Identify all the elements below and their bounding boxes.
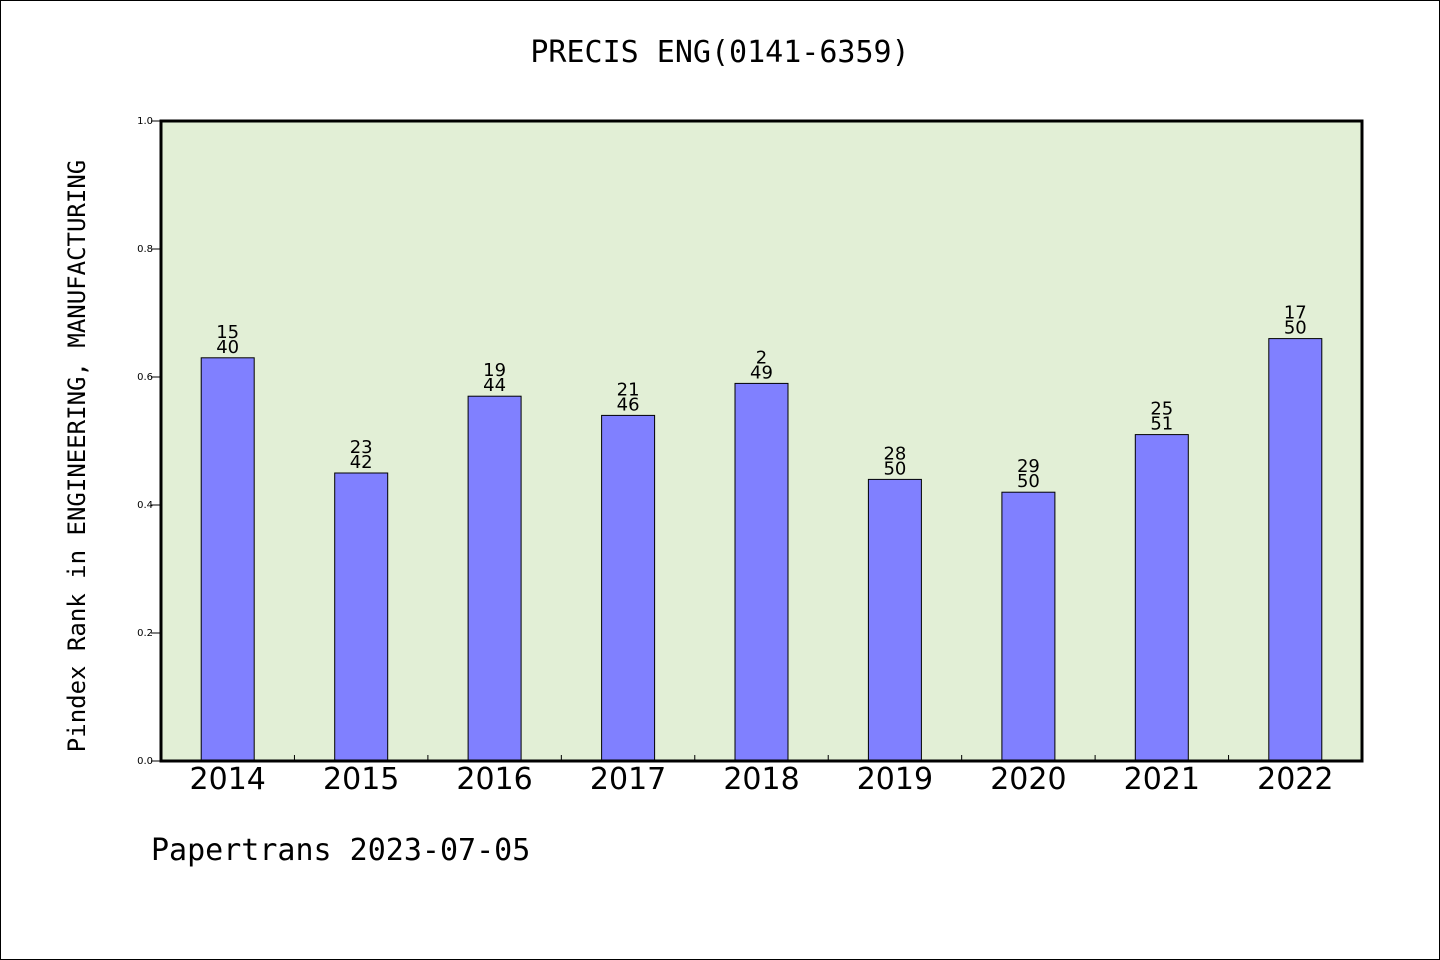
bar-rank-label: 2 bbox=[756, 347, 767, 368]
x-tick-label: 2014 bbox=[190, 762, 266, 797]
bar-rank-label: 28 bbox=[883, 443, 906, 464]
bar-rank-label: 21 bbox=[617, 379, 640, 400]
bar bbox=[334, 472, 389, 762]
bar bbox=[1001, 491, 1056, 762]
bar-rank-label: 15 bbox=[216, 322, 239, 343]
x-tick-label: 2017 bbox=[590, 762, 666, 797]
bar bbox=[867, 478, 922, 762]
bar-total-label: 50 bbox=[883, 458, 906, 479]
bar-total-label: 49 bbox=[750, 362, 773, 383]
plot-border bbox=[159, 119, 1364, 763]
x-tick-label: 2018 bbox=[723, 762, 799, 797]
bar-rank-label: 29 bbox=[1017, 456, 1040, 477]
y-tick-label: 0.0 bbox=[137, 756, 153, 767]
chart-title: PRECIS ENG(0141-6359) bbox=[530, 35, 910, 70]
y-tick-label: 0.6 bbox=[137, 372, 153, 383]
x-tick-label: 2016 bbox=[456, 762, 532, 797]
bar-total-label: 50 bbox=[1284, 318, 1307, 339]
bar-total-label: 50 bbox=[1017, 471, 1040, 492]
bar bbox=[601, 414, 656, 762]
bar bbox=[734, 382, 789, 762]
bar-total-label: 40 bbox=[216, 337, 239, 358]
x-tick-label: 2015 bbox=[323, 762, 399, 797]
y-axis-title: Pindex Rank in ENGINEERING, MANUFACTURIN… bbox=[63, 160, 91, 752]
y-tick-label: 0.2 bbox=[137, 628, 153, 639]
bar-total-label: 42 bbox=[350, 452, 373, 473]
x-tick-label: 2021 bbox=[1124, 762, 1200, 797]
bar-rank-label: 17 bbox=[1284, 303, 1307, 324]
bar bbox=[1268, 338, 1323, 762]
bar-total-label: 46 bbox=[617, 394, 640, 415]
footer-credit: Papertrans 2023-07-05 bbox=[151, 833, 531, 868]
y-tick-label: 0.4 bbox=[137, 500, 153, 511]
x-tick-label: 2022 bbox=[1257, 762, 1333, 797]
bar-total-label: 51 bbox=[1150, 414, 1173, 435]
bar-rank-label: 19 bbox=[483, 360, 506, 381]
bar bbox=[467, 395, 522, 762]
bar-total-label: 44 bbox=[483, 375, 506, 396]
y-tick-label: 0.8 bbox=[137, 244, 153, 255]
x-tick-label: 2020 bbox=[990, 762, 1066, 797]
bar bbox=[1134, 434, 1189, 762]
bar bbox=[200, 357, 255, 762]
y-tick-label: 1.0 bbox=[137, 116, 153, 127]
x-tick-label: 2019 bbox=[857, 762, 933, 797]
bar-rank-label: 23 bbox=[350, 437, 373, 458]
bar-rank-label: 25 bbox=[1150, 399, 1173, 420]
